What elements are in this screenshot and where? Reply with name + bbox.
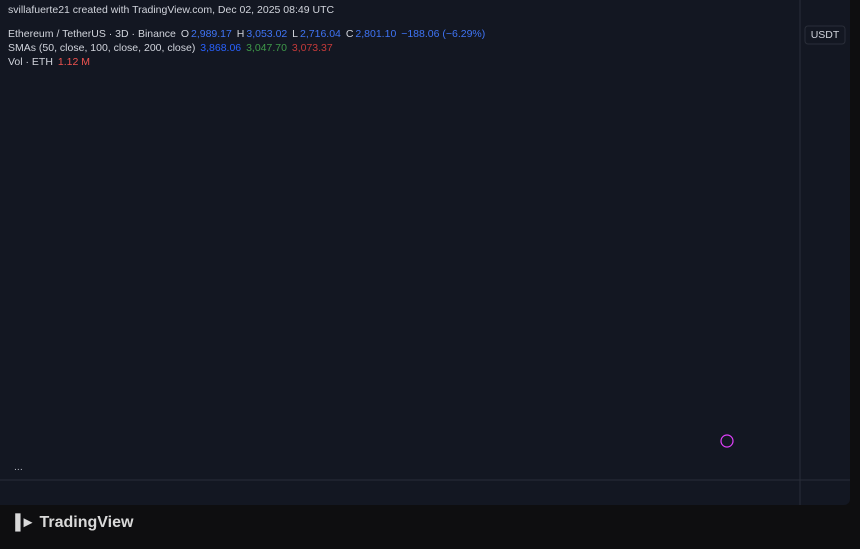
currency[interactable]: USDT (811, 29, 840, 41)
more[interactable]: ... (14, 461, 23, 473)
h-label: H (236, 28, 245, 40)
sma-value: 3,047.70 (246, 42, 287, 54)
chart: USDT ... (0, 0, 850, 505)
sma-value: 3,868.06 (200, 42, 242, 54)
sma-label: SMAs (50, close, 100, close, 200, close) (8, 42, 196, 54)
header: svillafuerte21 created with TradingView.… (8, 4, 335, 16)
open: 2,989.17 (190, 28, 232, 40)
change: −188.06 (−6.29%) (401, 28, 486, 40)
low: 2,716.04 (300, 28, 341, 40)
brand-name: TradingView (39, 514, 134, 531)
legend-vol: Vol · ETH 1.12 M (8, 56, 92, 68)
brand-logo: ▐► (10, 514, 36, 531)
alert-icon[interactable] (720, 434, 734, 448)
vol-label: Vol · ETH (8, 56, 53, 68)
close: 2,801.10 (355, 28, 397, 40)
chart-panel: svillafuerte21 created with TradingView.… (0, 0, 850, 505)
l-label: L (292, 28, 299, 40)
o-label: O (180, 28, 189, 40)
legend-sma: SMAs (50, close, 100, close, 200, close)… (8, 42, 335, 54)
high: 3,053.02 (246, 28, 288, 40)
vol-value: 1.12 M (57, 56, 90, 68)
symbol: Ethereum / TetherUS · 3D · Binance (8, 28, 176, 40)
legend-ohlc: Ethereum / TetherUS · 3D · Binance O 2,98… (8, 28, 487, 40)
currency-box[interactable] (804, 25, 846, 45)
sma-value: 3,073.37 (291, 42, 333, 54)
brand: ▐► TradingView (10, 514, 133, 532)
c-label: C (345, 28, 354, 40)
